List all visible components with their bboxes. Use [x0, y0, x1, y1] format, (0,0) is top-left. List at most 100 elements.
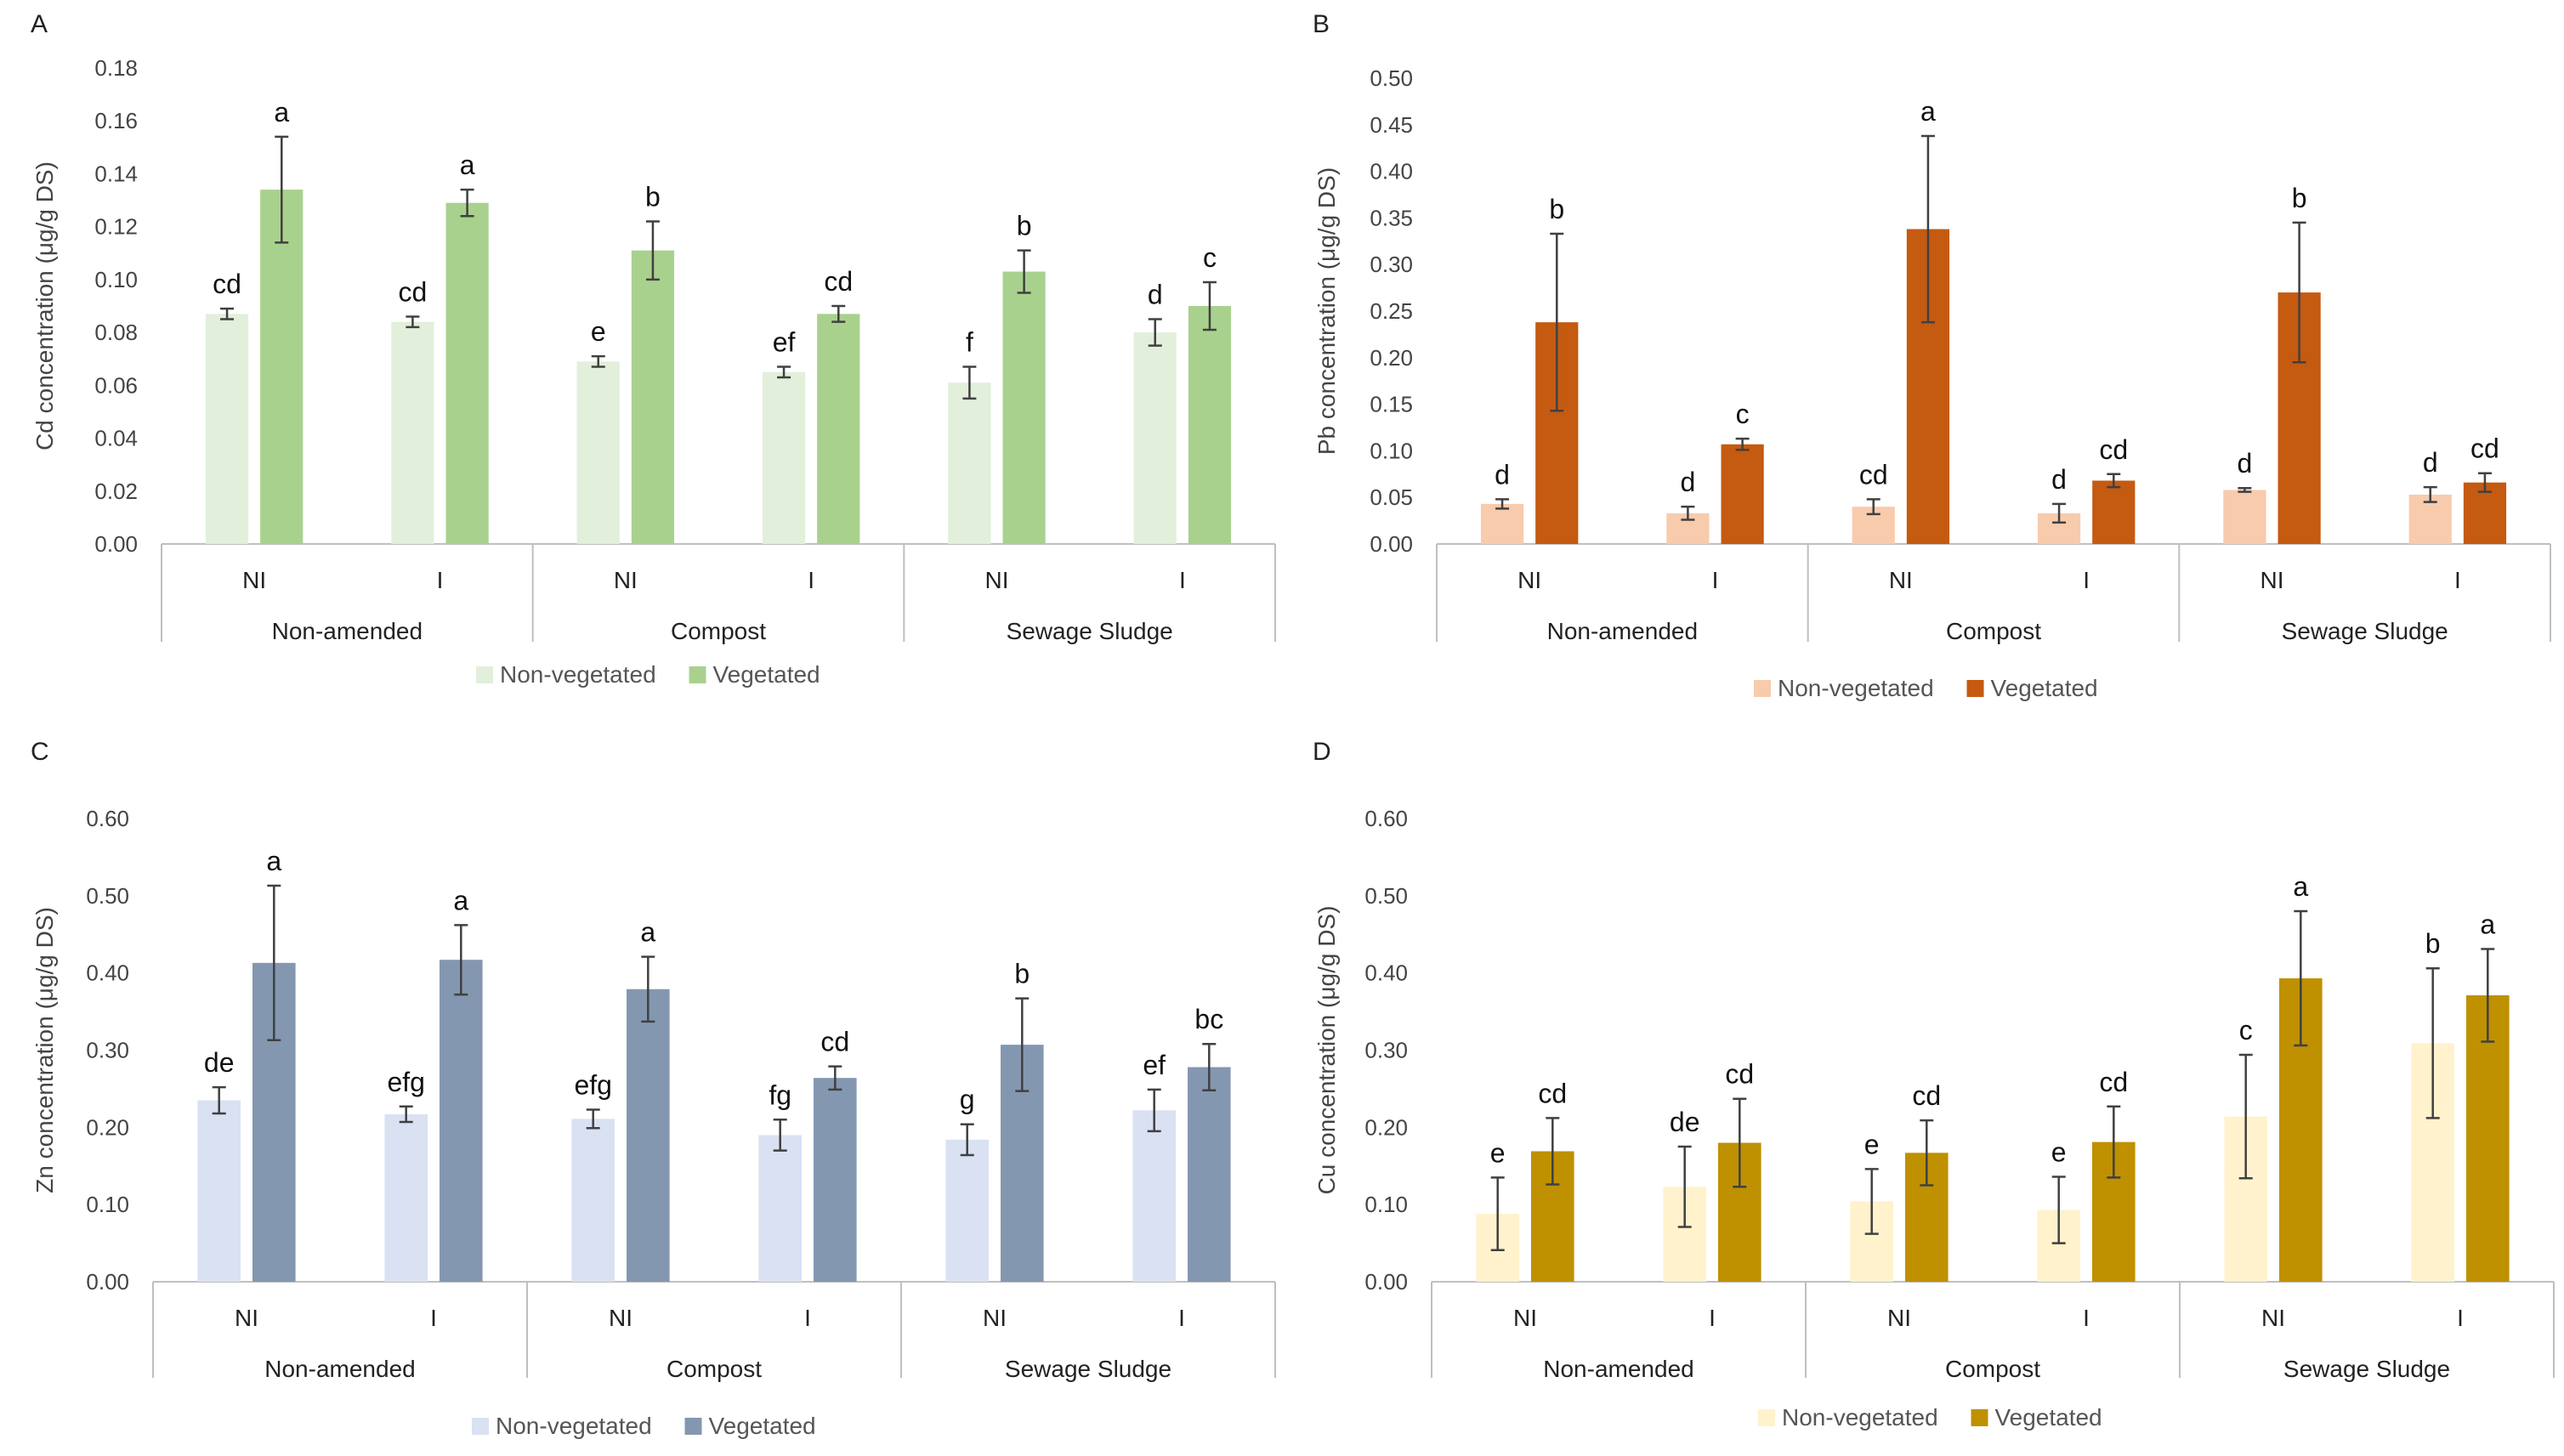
significance-letter: e — [1864, 1129, 1880, 1159]
bar-vegetated — [814, 1078, 857, 1282]
panel-label: C — [31, 738, 49, 766]
y-tick-label: 0.40 — [1370, 159, 1413, 184]
y-tick-label: 0.10 — [1370, 438, 1413, 463]
legend-label: Non-vegetated — [500, 661, 656, 688]
y-axis-title: Cd concentration (μg/g DS) — [31, 161, 58, 450]
y-tick-label: 0.20 — [86, 1114, 129, 1140]
bar-non-vegetated — [384, 1113, 428, 1282]
legend-swatch — [684, 1418, 702, 1435]
significance-letter: g — [960, 1085, 975, 1115]
category-label: I — [437, 567, 444, 593]
significance-letter: d — [2237, 448, 2252, 479]
bar-vegetated — [1188, 1067, 1231, 1282]
bar-vegetated — [817, 314, 860, 544]
y-tick-label: 0.04 — [94, 426, 138, 451]
y-tick-label: 0.50 — [1364, 883, 1408, 909]
category-label: I — [1709, 1305, 1716, 1331]
y-tick-label: 0.12 — [94, 214, 138, 240]
legend-swatch — [1758, 1409, 1775, 1426]
category-label: NI — [2261, 567, 2284, 593]
significance-letter: d — [1680, 467, 1695, 497]
significance-letter: f — [966, 327, 973, 358]
chart-b: 0.00 0.05 0.10 0.15 0.20 0.25 0.30 0.35 0.40 0.45… — [1313, 65, 2551, 701]
y-tick-label: 0.25 — [1370, 298, 1413, 324]
category-label: I — [804, 1305, 811, 1331]
significance-letter: ef — [773, 327, 796, 358]
significance-letter: fg — [769, 1079, 791, 1110]
significance-letter: cd — [1912, 1080, 1941, 1111]
significance-letter: b — [2292, 183, 2307, 213]
y-tick-label: 0.00 — [86, 1269, 129, 1295]
significance-letter: e — [1490, 1137, 1506, 1168]
category-label: I — [2083, 1305, 2090, 1331]
significance-letter: b — [1549, 194, 1564, 224]
group-label: Non-amended — [264, 1356, 415, 1382]
y-tick-label: 0.30 — [1364, 1038, 1408, 1063]
category-label: NI — [235, 1305, 258, 1331]
significance-letter: a — [640, 917, 655, 948]
significance-letter: d — [2423, 447, 2438, 478]
category-label: I — [808, 567, 814, 593]
category-label: NI — [985, 567, 1009, 593]
y-axis-title: Cu concentration (μg/g DS) — [1313, 906, 1340, 1195]
y-tick-label: 0.05 — [1370, 484, 1413, 510]
significance-letter: b — [1014, 959, 1030, 989]
panel-a: A 0.00 0.02 0.04 0.06 0.08 0.10 0.12 0.14 0.16 0.… — [0, 0, 1282, 728]
panel-d: D 0.00 0.10 0.20 0.30 0.40 0.50 0.60 Cu concent… — [1282, 728, 2564, 1455]
significance-letter: cd — [1725, 1059, 1754, 1090]
significance-letter: de — [204, 1047, 235, 1078]
y-tick-label: 0.06 — [94, 372, 138, 398]
y-tick-label: 0.00 — [1370, 531, 1413, 557]
significance-letter: efg — [387, 1067, 424, 1097]
significance-letter: c — [1203, 242, 1217, 273]
panel-label: D — [1313, 738, 1331, 766]
group-label: Non-amended — [1547, 618, 1698, 644]
group-label: Compost — [1946, 618, 2041, 644]
category-label: I — [430, 1305, 437, 1331]
bar-non-vegetated — [948, 382, 991, 544]
bar-vegetated — [260, 190, 303, 544]
bar-non-vegetated — [758, 1135, 802, 1282]
significance-letter: cd — [213, 269, 241, 299]
y-tick-label: 0.14 — [94, 161, 138, 186]
y-tick-label: 0.20 — [1370, 345, 1413, 371]
significance-letter: bc — [1194, 1004, 1223, 1034]
group-label: Non-amended — [1543, 1356, 1693, 1382]
y-tick-label: 0.00 — [1364, 1269, 1408, 1295]
bar-non-vegetated — [205, 314, 249, 544]
bar-non-vegetated — [391, 321, 434, 544]
y-tick-label: 0.35 — [1370, 205, 1413, 230]
group-label: Sewage Sludge — [1007, 618, 1173, 644]
category-label: NI — [2261, 1305, 2285, 1331]
y-tick-label: 0.50 — [86, 883, 129, 909]
y-tick-label: 0.18 — [94, 55, 138, 81]
y-tick-label: 0.02 — [94, 479, 138, 504]
significance-letter: e — [2051, 1136, 2067, 1167]
y-tick-label: 0.10 — [86, 1192, 129, 1217]
significance-letter: cd — [1538, 1078, 1567, 1108]
significance-letter: cd — [824, 266, 853, 297]
group-label: Sewage Sludge — [2282, 618, 2448, 644]
significance-letter: de — [1670, 1107, 1700, 1137]
panel-c: C 0.00 0.10 0.20 0.30 0.40 0.50 0.60 Zn concent… — [0, 728, 1282, 1455]
significance-letter: c — [2239, 1015, 2253, 1045]
y-tick-label: 0.45 — [1370, 112, 1413, 138]
bar-vegetated — [445, 202, 489, 544]
legend-label: Vegetated — [1995, 1404, 2102, 1431]
significance-letter: a — [460, 150, 475, 180]
chart-d: 0.00 0.10 0.20 0.30 0.40 0.50 0.60 Cu concentra… — [1313, 806, 2555, 1431]
significance-letter: cd — [2099, 1067, 2128, 1097]
group-label: Compost — [671, 618, 766, 644]
bar-vegetated — [2466, 995, 2510, 1282]
bar-non-vegetated — [1480, 503, 1524, 544]
legend-label: Vegetated — [709, 1413, 816, 1439]
legend-label: Non-vegetated — [496, 1413, 652, 1439]
y-tick-label: 0.60 — [86, 806, 129, 831]
category-label: NI — [1889, 567, 1913, 593]
y-tick-label: 0.60 — [1364, 806, 1408, 831]
bar-vegetated — [627, 989, 670, 1282]
significance-letter: cd — [820, 1027, 849, 1057]
significance-letter: b — [2425, 928, 2441, 959]
significance-letter: d — [1495, 459, 1510, 490]
significance-letter: cd — [2470, 433, 2499, 464]
